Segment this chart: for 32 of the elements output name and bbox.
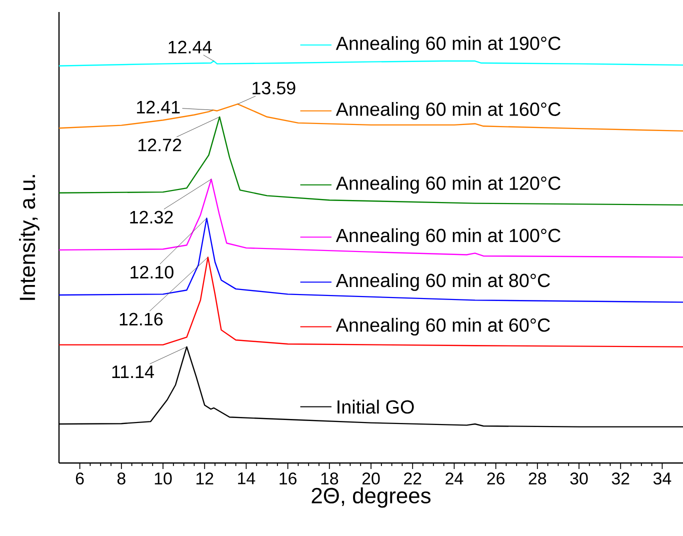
x-tick-label: 10 [154, 472, 172, 485]
annotation: 12.41 [137, 100, 180, 114]
legend-label: Annealing 60 min at 190°C [336, 36, 560, 54]
y-axis-title: Intensity, a.u. [19, 175, 40, 300]
x-tick-label: 28 [528, 472, 546, 485]
x-tick-label: 12 [196, 472, 214, 484]
annotation: 12.44 [168, 40, 212, 54]
legend-label: Annealing 60 min at 100°C [336, 228, 560, 246]
legend-label: Annealing 60 min at 60°C [336, 318, 550, 336]
x-tick-label: 24 [446, 472, 464, 484]
annotation: 12.32 [130, 210, 173, 224]
annotation: 11.14 [112, 366, 154, 378]
x-tick-label: 8 [117, 472, 126, 485]
legend-label: Annealing 60 min at 80°C [336, 273, 550, 291]
x-tick-label: 16 [280, 472, 296, 485]
legend-label: Annealing 60 min at 120°C [336, 176, 560, 194]
annotation: 12.16 [120, 312, 163, 326]
x-tick-label: 6 [76, 472, 84, 485]
legend-label: Initial GO [338, 400, 414, 414]
x-tick-label: 14 [238, 472, 256, 484]
x-tick-label: 34 [653, 472, 672, 485]
x-tick-label: 22 [404, 472, 422, 484]
annotation: 12.10 [130, 266, 174, 279]
annotation: 12.72 [138, 138, 182, 152]
x-axis-title: 2Θ, degrees [312, 487, 430, 508]
legend-label: Annealing 60 min at 160°C [336, 102, 560, 120]
x-tick-label: 18 [321, 472, 338, 485]
x-tick-label: 32 [612, 472, 630, 485]
x-tick-label: 26 [487, 472, 504, 485]
x-tick-label: 30 [570, 472, 588, 485]
x-tick-label: 20 [362, 472, 380, 485]
annotation: 13.59 [252, 82, 296, 94]
